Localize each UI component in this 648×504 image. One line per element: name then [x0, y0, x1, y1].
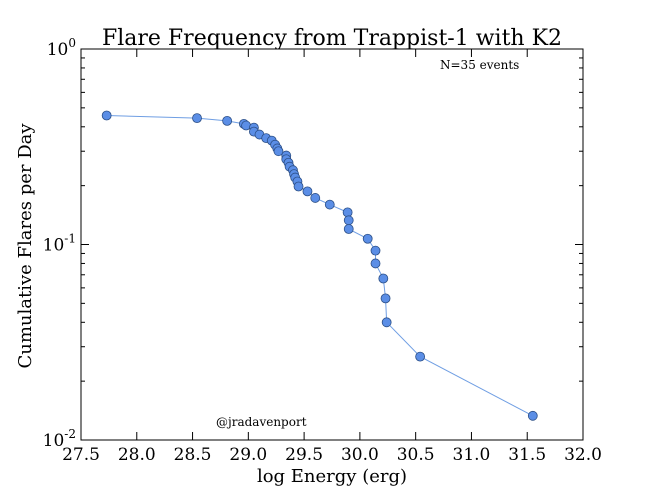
x-tick-label: 28.5: [174, 445, 212, 465]
y-tick-label: 10-1: [43, 232, 76, 256]
x-tick-label: 29.0: [229, 445, 267, 465]
data-point: [343, 224, 354, 234]
data-point: [343, 215, 354, 226]
credit-annotation: @jradavenport: [216, 415, 307, 429]
y-tick-label-exponent: 0: [68, 36, 76, 50]
data-point: [293, 181, 304, 192]
data-point: [527, 410, 538, 421]
x-tick-label: 31.5: [508, 445, 546, 465]
data-point: [324, 199, 335, 210]
data-point: [302, 186, 313, 197]
y-tick-label: 100: [47, 36, 76, 60]
x-tick-label: 31.0: [453, 445, 491, 465]
x-axis-label: log Energy (erg): [257, 466, 407, 487]
data-point: [381, 317, 392, 328]
data-point: [222, 115, 233, 126]
x-tick-label: 28.0: [118, 445, 156, 465]
data-point: [380, 293, 391, 304]
y-tick-label-base: 10: [43, 431, 65, 451]
x-axis-ticks: 27.5 28.0 28.5 29.0 29.5 30.0 30.5 31.0 31.5 32.0: [62, 49, 602, 465]
y-tick-label-exponent: -1: [64, 232, 76, 246]
x-tick-label: 27.5: [62, 445, 100, 465]
data-point: [370, 245, 381, 256]
y-tick-label-base: 10: [43, 236, 65, 256]
data-point: [370, 258, 381, 269]
data-point: [362, 233, 373, 244]
x-tick-label: 30.5: [397, 445, 435, 465]
y-tick-label-exponent: -2: [64, 427, 76, 441]
chart-title: Flare Frequency from Trappist-1 with K2: [102, 26, 562, 51]
plot-area: [80, 48, 584, 441]
data-point: [101, 110, 112, 121]
event-count-annotation: N=35 events: [440, 58, 519, 72]
data-point: [415, 351, 426, 362]
data-point: [192, 113, 202, 124]
x-tick-label: 30.0: [341, 445, 379, 465]
data-point: [378, 273, 389, 284]
x-tick-label: 32.0: [564, 445, 602, 465]
data-point: [273, 146, 284, 157]
data-point: [310, 193, 321, 203]
data-points: [101, 110, 538, 421]
x-tick-label: 29.5: [285, 445, 323, 465]
y-axis-label: Cumulative Flares per Day: [15, 123, 36, 369]
y-tick-label-base: 10: [47, 40, 69, 60]
y-tick-label: 10-2: [43, 427, 76, 451]
